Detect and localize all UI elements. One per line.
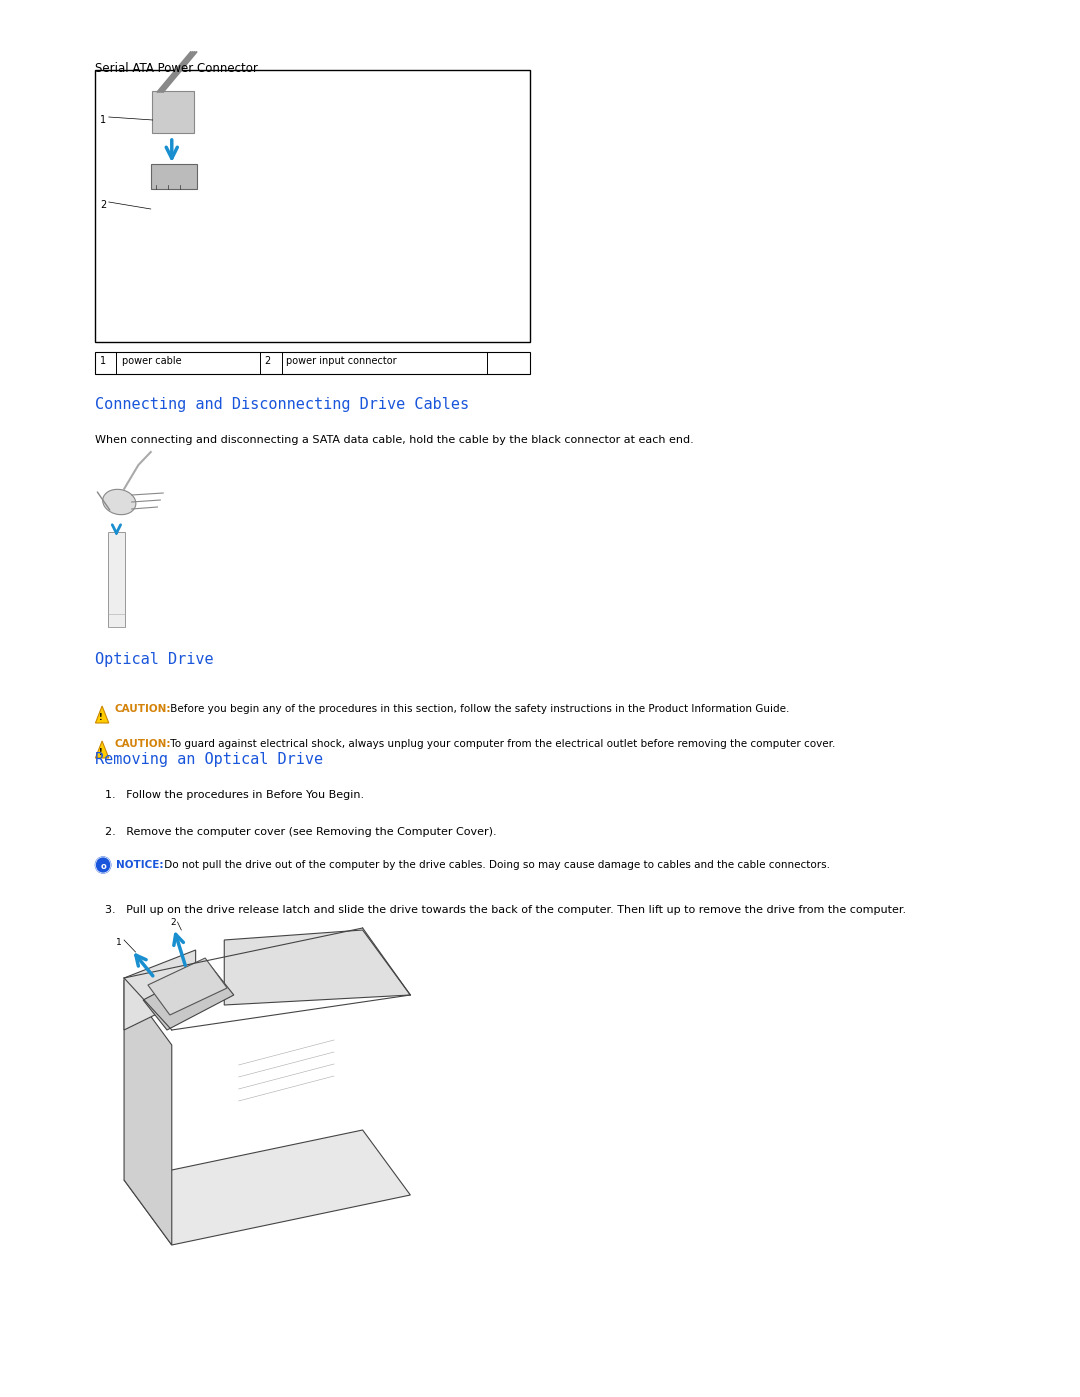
Text: power input connector: power input connector [286,356,397,366]
Polygon shape [144,965,233,1030]
Text: CAUTION:: CAUTION: [114,739,171,749]
Polygon shape [95,740,109,759]
Polygon shape [124,950,195,1030]
Text: 3.   Pull up on the drive release latch and slide the drive towards the back of : 3. Pull up on the drive release latch an… [105,905,906,915]
Text: 2: 2 [170,918,175,928]
Text: power cable: power cable [122,356,181,366]
Text: Before you begin any of the procedures in this section, follow the safety instru: Before you begin any of the procedures i… [167,704,789,714]
Bar [95,70,529,342]
Text: !: ! [99,747,103,757]
Text: o: o [100,862,106,870]
Bar [151,163,197,189]
Text: Optical Drive: Optical Drive [95,652,214,666]
Text: Serial ATA Power Connector: Serial ATA Power Connector [95,61,258,75]
Text: When connecting and disconnecting a SATA data cable, hold the cable by the black: When connecting and disconnecting a SATA… [95,434,694,446]
Polygon shape [148,958,227,1016]
Bar [108,532,125,627]
Polygon shape [124,1130,410,1245]
Text: 1: 1 [117,937,122,947]
Polygon shape [225,930,410,1004]
Text: Do not pull the drive out of the computer by the drive cables. Doing so may caus: Do not pull the drive out of the compute… [161,861,831,870]
Text: To guard against electrical shock, always unplug your computer from the electric: To guard against electrical shock, alway… [167,739,835,749]
Bar [95,352,529,374]
Text: 2.   Remove the computer cover (see Removing the Computer Cover).: 2. Remove the computer cover (see Removi… [105,827,497,837]
Text: CAUTION:: CAUTION: [114,704,171,714]
Text: 2: 2 [265,356,271,366]
Text: 1: 1 [100,356,106,366]
Text: 1: 1 [100,115,106,124]
Polygon shape [124,981,172,1245]
Text: Connecting and Disconnecting Drive Cables: Connecting and Disconnecting Drive Cable… [95,397,470,412]
Text: 2: 2 [100,200,107,210]
Text: Removing an Optical Drive: Removing an Optical Drive [95,752,324,767]
Text: NOTICE:: NOTICE: [117,861,164,870]
FancyBboxPatch shape [151,91,193,133]
Ellipse shape [103,489,136,514]
Circle shape [95,856,110,873]
Text: 1.   Follow the procedures in Before You Begin.: 1. Follow the procedures in Before You B… [105,789,364,800]
Polygon shape [95,705,109,724]
Text: !: ! [99,712,103,722]
